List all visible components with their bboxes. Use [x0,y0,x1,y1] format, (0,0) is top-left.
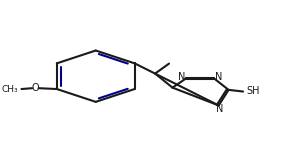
Text: N: N [216,104,224,114]
Text: CH₃: CH₃ [2,85,19,93]
Text: O: O [31,83,39,93]
Text: N: N [215,72,223,82]
Text: N: N [178,72,185,82]
Text: SH: SH [247,86,260,96]
